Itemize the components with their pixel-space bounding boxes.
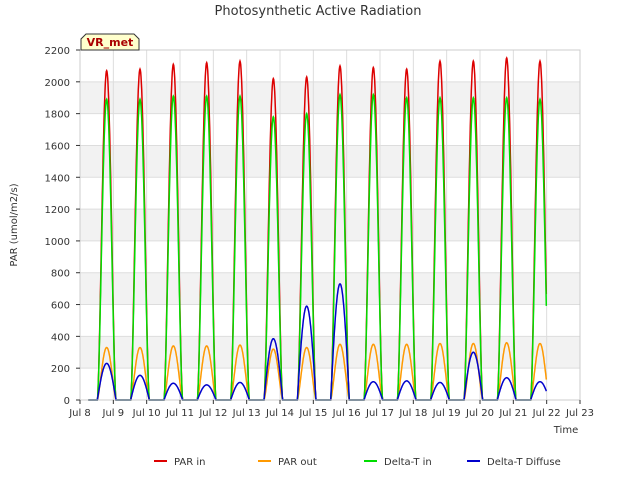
grid-band — [80, 145, 580, 178]
y-axis-label: PAR (umol/m2/s) — [9, 183, 20, 266]
legend-item: Delta-T in — [364, 457, 432, 468]
legend-item: PAR out — [258, 457, 317, 468]
x-tick-label: Jul 15 — [298, 408, 327, 419]
y-tick-label: 2000 — [45, 78, 70, 89]
legend-item: Delta-T Diffuse — [467, 457, 561, 468]
x-tick-label: Jul 17 — [365, 408, 394, 419]
x-tick-label: Jul 12 — [198, 408, 227, 419]
y-tick-label: 2200 — [45, 46, 70, 57]
y-tick-label: 1000 — [45, 237, 70, 248]
x-tick-label: Jul 21 — [498, 408, 527, 419]
station-tag-label: VR_met — [87, 36, 134, 49]
x-tick-label: Jul 13 — [232, 408, 261, 419]
x-tick-label: Jul 9 — [102, 408, 125, 419]
chart-title: Photosynthetic Active Radiation — [215, 4, 422, 19]
plot-frame — [79, 49, 581, 401]
legend-label: Delta-T Diffuse — [487, 457, 561, 468]
x-tick-label: Jul 23 — [565, 408, 594, 419]
x-tick-label: Jul 16 — [332, 408, 361, 419]
y-tick-label: 1600 — [45, 141, 70, 152]
x-tick-label: Jul 8 — [68, 408, 91, 419]
x-tick-label: Jul 20 — [465, 408, 494, 419]
y-tick-label: 1800 — [45, 110, 70, 121]
station-tag: VR_met — [80, 33, 140, 51]
x-tick-label: Jul 19 — [432, 408, 461, 419]
x-tick-label: Jul 22 — [532, 408, 561, 419]
x-tick-label: Jul 10 — [132, 408, 161, 419]
legend-item: PAR in — [154, 457, 205, 468]
y-axis-ticks: 0 200 400 600 800 1000 1200 1400 1600 1800 2000 220… — [45, 46, 80, 407]
x-tick-label: Jul 18 — [398, 408, 427, 419]
grid-band — [80, 81, 580, 114]
x-tick-label: Jul 14 — [265, 408, 294, 419]
legend-label: PAR in — [174, 457, 205, 468]
grid-band — [80, 209, 580, 241]
y-tick-label: 400 — [51, 332, 70, 343]
legend: PAR in PAR out Delta-T in Delta-T Diffuse — [154, 457, 561, 468]
y-tick-label: 1200 — [45, 205, 70, 216]
grid-band — [80, 272, 580, 305]
x-axis-label: Time — [553, 425, 578, 436]
y-tick-label: 1400 — [45, 173, 70, 184]
y-tick-label: 600 — [51, 301, 70, 312]
y-tick-label: 200 — [51, 364, 70, 375]
legend-label: PAR out — [278, 457, 317, 468]
y-tick-label: 800 — [51, 269, 70, 280]
x-axis-ticks: Jul 8 Jul 9 Jul 10 Jul 11 Jul 12 Jul 13 Jul 14… — [68, 400, 594, 419]
x-tick-label: Jul 11 — [165, 408, 194, 419]
station-tag-box — [80, 33, 140, 51]
y-tick-label: 0 — [64, 396, 70, 407]
grid-band — [80, 336, 580, 369]
background-bands — [80, 81, 580, 369]
legend-label: Delta-T in — [384, 457, 432, 468]
